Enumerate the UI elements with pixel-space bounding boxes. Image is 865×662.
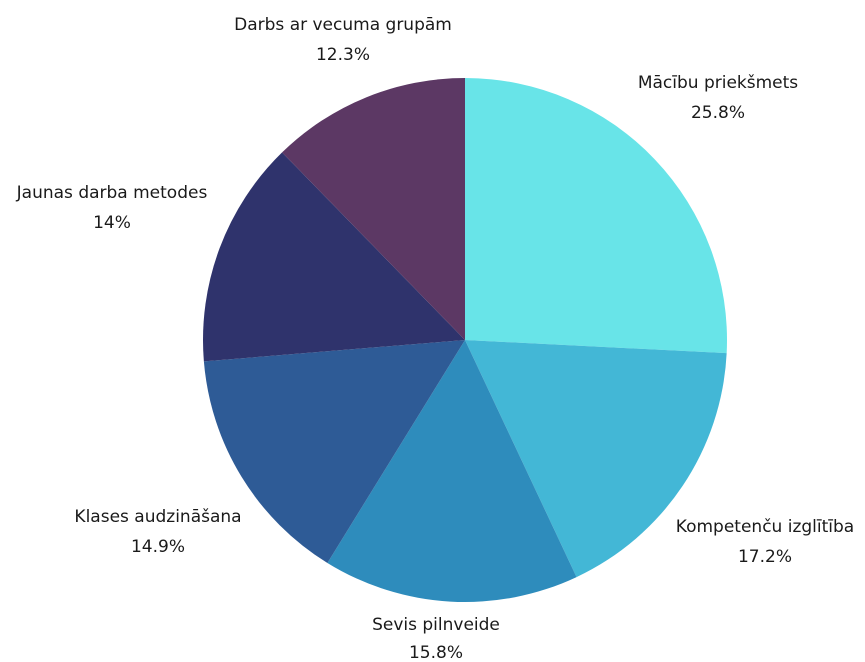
pie-slice-5 xyxy=(282,78,465,340)
label-darbs-ar-vecuma-grupam: Darbs ar vecuma grupām xyxy=(234,15,452,35)
pie-slice-4 xyxy=(203,152,465,362)
pie-slice-0 xyxy=(465,78,727,354)
pie-slice-3 xyxy=(203,340,465,563)
pie-slices xyxy=(203,78,727,602)
label-klases-audzinasana: Klases audzināšana xyxy=(74,507,241,527)
value-kompetencu-izglitiba: 17.2% xyxy=(738,547,792,567)
label-kompetencu-izglitiba: Kompetenču izglītība xyxy=(676,517,854,537)
label-jaunas-darba-metodes: Jaunas darba metodes xyxy=(16,183,208,203)
pie-slice-1 xyxy=(465,340,727,578)
pie-slice-2 xyxy=(327,340,577,602)
value-sevis-pilnveide: 15.8% xyxy=(409,643,463,662)
label-sevis-pilnveide: Sevis pilnveide xyxy=(372,615,500,635)
value-darbs-ar-vecuma-grupam: 12.3% xyxy=(316,45,370,65)
value-macibu-prieksmets: 25.8% xyxy=(691,103,745,123)
value-klases-audzinasana: 14.9% xyxy=(131,537,185,557)
label-macibu-prieksmets: Mācību priekšmets xyxy=(638,73,798,93)
value-jaunas-darba-metodes: 14% xyxy=(93,213,131,233)
